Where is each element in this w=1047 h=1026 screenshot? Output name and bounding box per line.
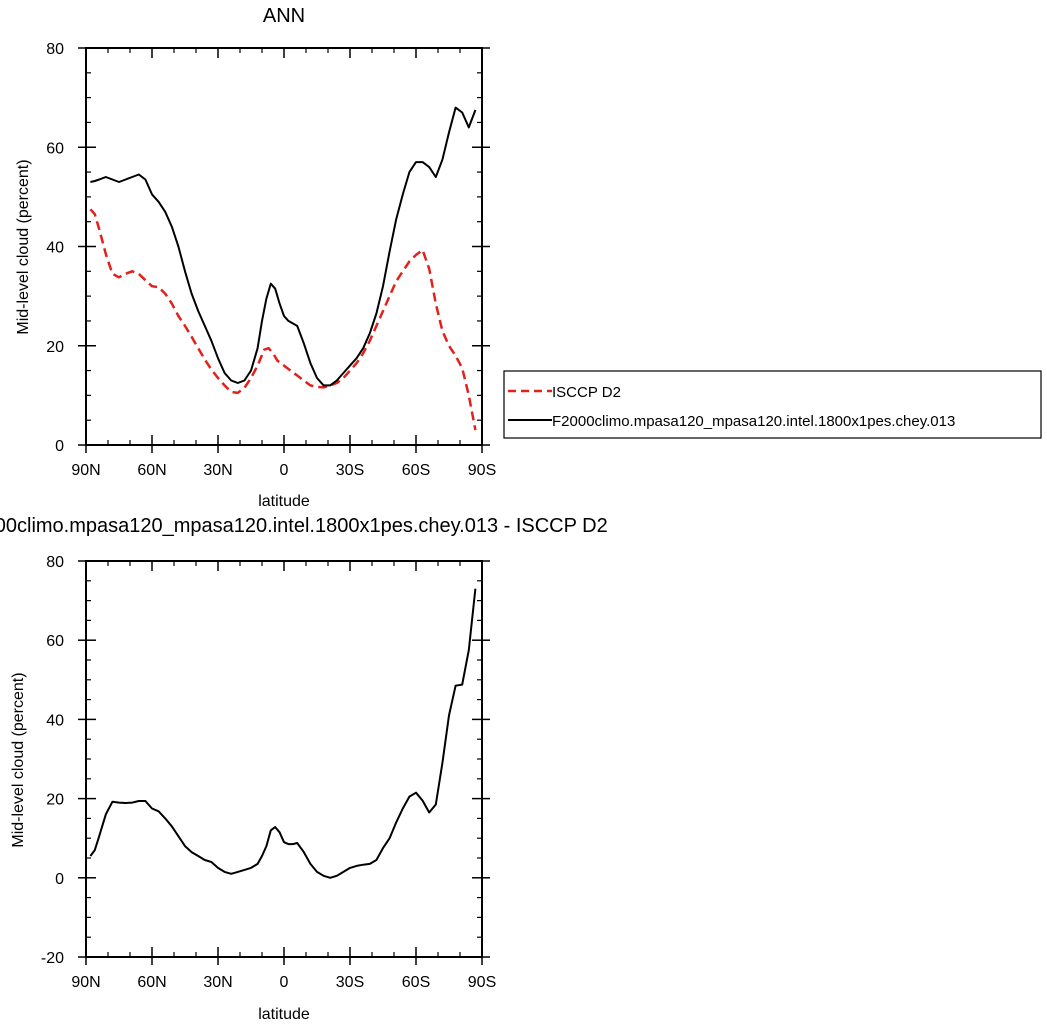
bottom-y-axis-label: Mid-level cloud (percent): [10, 672, 27, 847]
x-tick-label: 0: [280, 462, 289, 479]
y-tick-label: 20: [46, 792, 64, 809]
bottom-x-axis-label: latitude: [258, 1006, 310, 1023]
x-tick-label: 60N: [137, 462, 166, 479]
x-tick-label: 90S: [468, 462, 496, 479]
bottom-plot-frame: [85, 560, 483, 958]
y-tick-label: -20: [41, 950, 64, 967]
top-chart-title: ANN: [263, 5, 305, 27]
x-tick-label: 30S: [336, 462, 364, 479]
top-chart-panel: ANN 90N 60N 30N 0 30S 60S 90S 0 20 40 60 80 latitud…: [15, 5, 1042, 510]
top-plot-frame: [85, 47, 483, 446]
y-tick-label: 80: [46, 41, 64, 58]
y-tick-label: 80: [46, 554, 64, 571]
series-line-0-1: [90, 106, 477, 387]
x-tick-label: 60N: [137, 974, 166, 991]
legend-label-isccp: ISCCP D2: [552, 384, 621, 401]
bottom-chart-title: F2000climo.mpasa120_mpasa120.intel.1800x…: [0, 515, 608, 537]
top-tick-labels: 90N 60N 30N 0 30S 60S 90S 0 20 40 60 80: [46, 41, 496, 479]
y-tick-label: 0: [55, 438, 64, 455]
x-tick-label: 90S: [468, 974, 496, 991]
legend-label-model: F2000climo.mpasa120_mpasa120.intel.1800x…: [552, 413, 955, 430]
y-tick-label: 60: [46, 633, 64, 650]
x-tick-label: 90N: [71, 462, 100, 479]
bottom-tick-labels: 90N 60N 30N 0 30S 60S 90S -20 0 20 40 60 80: [41, 554, 496, 991]
top-ticks: [78, 47, 490, 453]
x-tick-label: 30S: [336, 974, 364, 991]
bottom-ticks: [78, 560, 490, 965]
y-tick-label: 20: [46, 339, 64, 356]
y-tick-label: 60: [46, 140, 64, 157]
legend: ISCCP D2 F2000climo.mpasa120_mpasa120.in…: [503, 370, 1042, 439]
series-line-1-0: [89, 588, 477, 879]
x-tick-label: 0: [280, 974, 289, 991]
x-tick-label: 60S: [402, 462, 430, 479]
bottom-series-group: [89, 588, 477, 879]
x-tick-label: 30N: [203, 462, 232, 479]
legend-box: [503, 370, 1042, 439]
top-series-group: [89, 106, 477, 431]
bottom-chart-panel: F2000climo.mpasa120_mpasa120.intel.1800x…: [0, 515, 608, 1023]
x-tick-label: 90N: [71, 974, 100, 991]
top-y-axis-label: Mid-level cloud (percent): [15, 159, 32, 334]
top-x-axis-label: latitude: [258, 493, 310, 510]
y-tick-label: 40: [46, 712, 64, 729]
series-line-0-0: [89, 208, 477, 431]
x-tick-label: 60S: [402, 974, 430, 991]
y-tick-label: 0: [55, 871, 64, 888]
y-tick-label: 40: [46, 240, 64, 257]
x-tick-label: 30N: [203, 974, 232, 991]
